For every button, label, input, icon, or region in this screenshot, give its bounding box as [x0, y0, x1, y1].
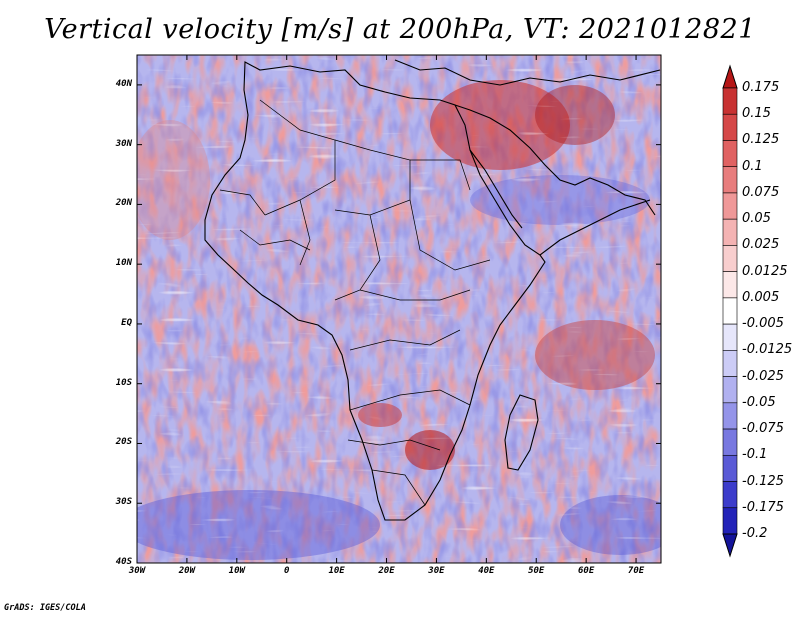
lat-label: 30N: [115, 138, 132, 149]
colorbar-label: 0.075: [742, 184, 780, 200]
colorbar-segment: [722, 87, 738, 115]
footer-credit: GrADS: IGES/COLA: [4, 603, 86, 613]
colorbar: [722, 64, 738, 558]
colorbar-segment: [722, 323, 738, 351]
colorbar-segment: [722, 192, 738, 220]
colorbar-segment: [722, 376, 738, 404]
axis-ticks: [136, 55, 661, 564]
lat-label: 20S: [115, 437, 132, 448]
colorbar-label: 0.15: [742, 106, 771, 122]
colorbar-label: -0.075: [742, 421, 784, 437]
colorbar-bottom-arrow: [722, 533, 738, 558]
colorbar-label: -0.05: [742, 394, 776, 410]
lat-label: 10N: [115, 258, 132, 269]
colorbar-label: 0.1: [742, 158, 763, 174]
lon-label: 50E: [528, 566, 545, 576]
colorbar-label: -0.0125: [742, 342, 793, 358]
colorbar-segment: [722, 140, 738, 168]
colorbar-label: -0.1: [742, 447, 768, 463]
chart-title: Vertical velocity [m/s] at 200hPa, VT: 2…: [44, 14, 756, 45]
lon-label: 60E: [578, 566, 595, 576]
lat-label: 10S: [115, 377, 132, 388]
colorbar-label: -0.025: [742, 368, 784, 384]
colorbar-label: -0.005: [742, 316, 784, 332]
lat-label: 20N: [115, 198, 132, 209]
lat-label: EQ: [121, 317, 132, 328]
colorbar-top-arrow: [722, 64, 738, 89]
colorbar-segment: [722, 297, 738, 325]
colorbar-segment: [722, 481, 738, 509]
colorbar-segment: [722, 271, 738, 299]
lon-label: 30E: [428, 566, 445, 576]
colorbar-label: -0.175: [742, 499, 784, 515]
colorbar-label: 0.005: [742, 289, 780, 305]
coastlines: [204, 59, 661, 521]
colorbar-segment: [722, 507, 738, 535]
colorbar-label: 0.025: [742, 237, 780, 253]
colorbar-label: 0.175: [742, 80, 780, 95]
colorbar-segment: [722, 402, 738, 430]
colorbar-segment: [722, 166, 738, 194]
velocity-field: [137, 55, 661, 563]
map-frame: [136, 54, 662, 564]
country-borders: [219, 99, 491, 506]
lon-label: 30W: [128, 566, 146, 576]
lon-label: 10E: [328, 566, 345, 576]
lon-label: 10W: [228, 566, 245, 576]
colorbar-segment: [722, 428, 738, 456]
colorbar-segment: [722, 218, 738, 246]
lon-label: 20E: [378, 566, 395, 576]
lat-label: 40N: [115, 78, 132, 89]
colorbar-label: 0.125: [742, 132, 780, 148]
lon-label: 20W: [178, 566, 196, 576]
lat-label: 40S: [115, 557, 132, 567]
colorbar-label: 0.05: [742, 211, 771, 227]
colorbar-label: -0.2: [742, 526, 768, 541]
colorbar-label: -0.125: [742, 473, 784, 489]
colorbar-segment: [722, 454, 738, 482]
lon-label: 70E: [627, 566, 645, 576]
colorbar-segment: [722, 245, 738, 272]
lon-label: 40E: [478, 566, 495, 576]
colorbar-segment: [722, 113, 738, 141]
lat-label: 30S: [115, 497, 132, 508]
colorbar-label: 0.0125: [742, 263, 788, 279]
lon-label: 0: [283, 566, 290, 576]
colorbar-segment: [722, 350, 738, 377]
